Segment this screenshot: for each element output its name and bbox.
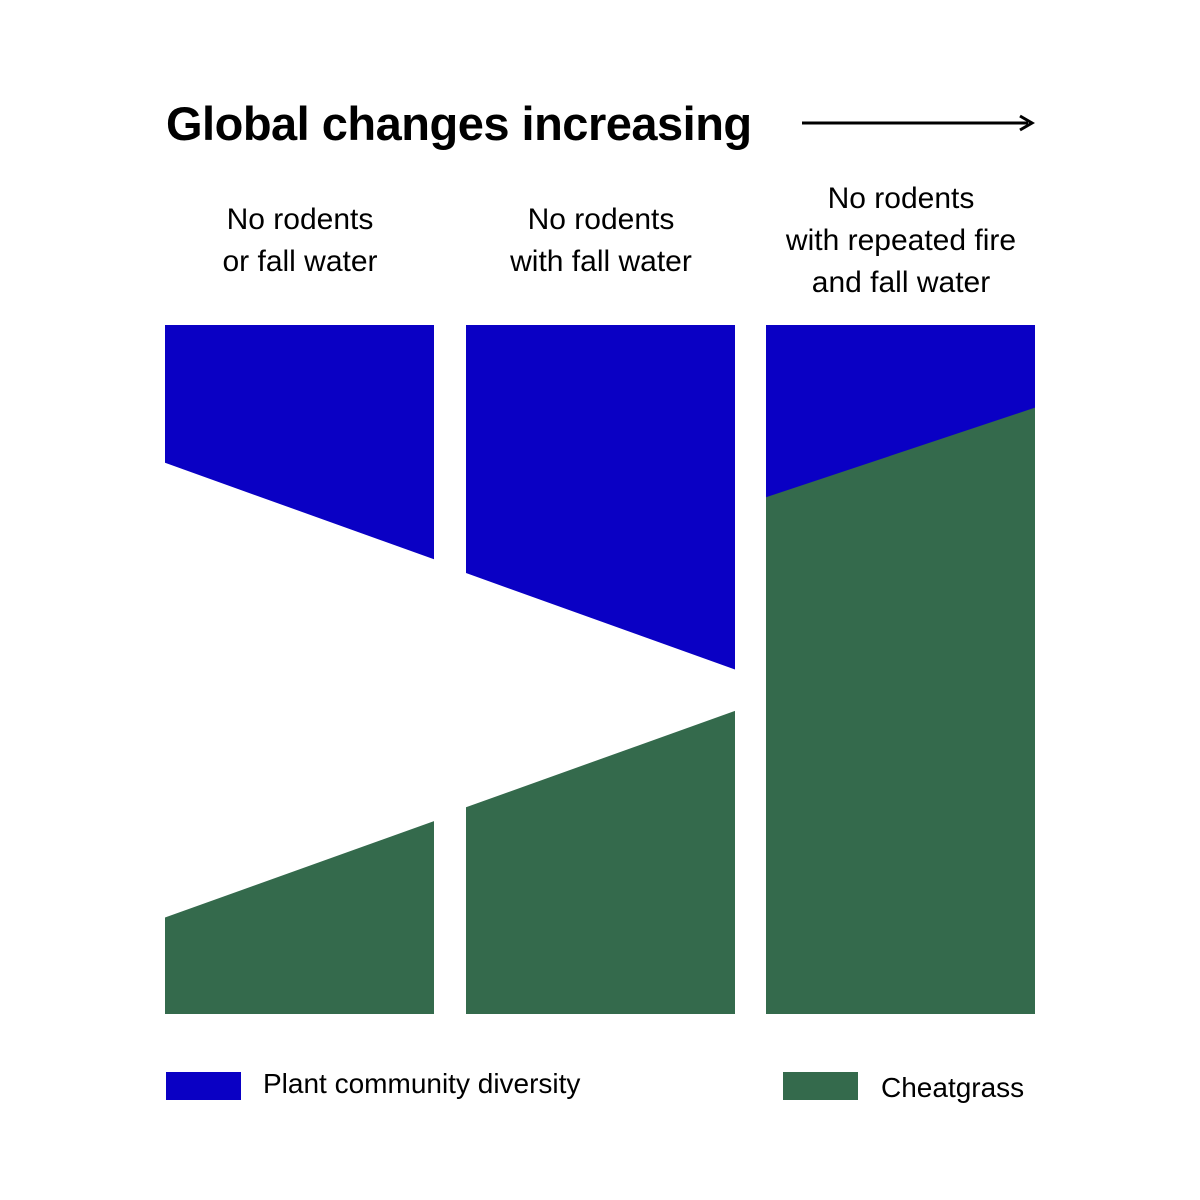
column-label-fire-fall-water: No rodents with repeated fire and fall w… [785,182,1017,299]
cheatgrass-block-fire-fall-water [766,407,1035,1014]
cheatgrass-block-no-rodents-fall-water [466,710,735,1014]
cheatgrass-block-no-rodents-no-water [165,821,434,1014]
legend-label-cheatgrass: Cheatgrass [881,1072,1025,1103]
column-label-no-rodents-no-water: No rodents or fall water [222,203,378,278]
diversity-block-no-rodents-no-water [165,325,434,560]
legend-swatch-cheatgrass [783,1072,858,1100]
legend-label-diversity: Plant community diversity [263,1068,581,1099]
increasing-arrow-icon [802,114,1035,132]
column-label-no-rodents-fall-water: No rodents with fall water [510,203,692,278]
diagram-title: Global changes increasing [166,97,752,150]
legend-swatch-diversity [166,1072,241,1100]
diversity-block-no-rodents-fall-water [466,325,735,670]
